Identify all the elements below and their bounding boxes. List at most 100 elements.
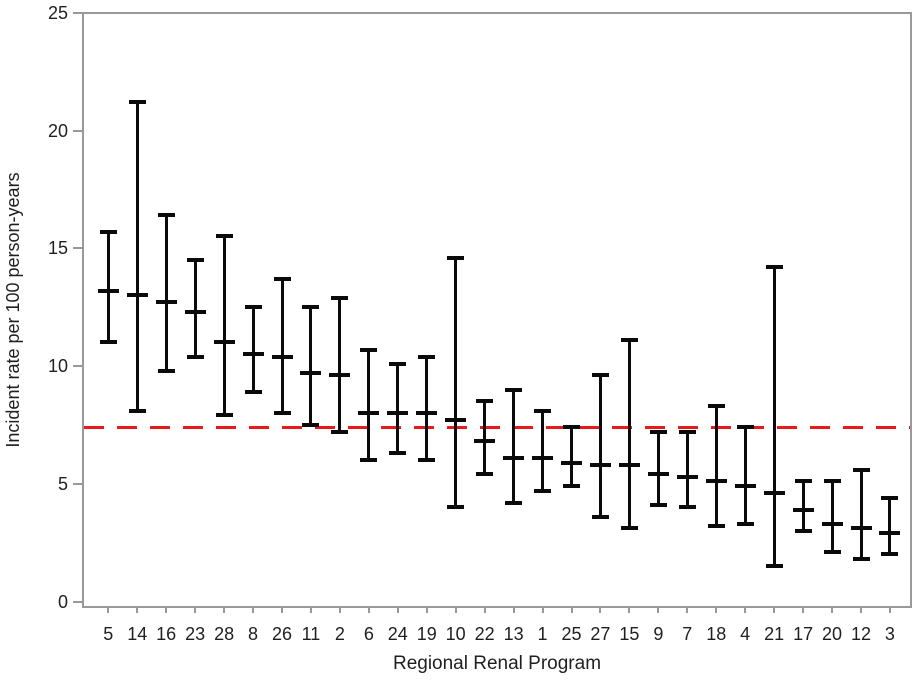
ci-lower-cap — [418, 458, 436, 463]
ci-lower-cap — [128, 408, 146, 413]
ci-lower-cap — [505, 500, 523, 505]
x-axis-tick-mark — [831, 608, 834, 613]
ci-upper-cap — [620, 338, 638, 343]
ci-whisker — [801, 481, 805, 531]
ci-upper-cap — [128, 100, 146, 105]
point-estimate-tick — [300, 371, 322, 376]
x-axis-tick-label: 4 — [740, 624, 751, 644]
ci-lower-cap — [447, 505, 465, 510]
ci-whisker — [309, 307, 313, 425]
x-axis-tick-label: 16 — [156, 624, 177, 644]
ci-lower-cap — [852, 557, 870, 562]
x-axis-tick-label: 15 — [619, 624, 640, 644]
ci-upper-cap — [331, 295, 349, 300]
point-estimate-tick — [474, 439, 496, 444]
point-estimate-tick — [184, 309, 206, 314]
point-estimate-tick — [879, 531, 901, 536]
ci-whisker — [338, 297, 342, 432]
ci-upper-cap — [360, 347, 378, 352]
y-axis-tick-label: 20 — [47, 120, 68, 141]
x-axis-tick-mark — [599, 608, 602, 613]
point-estimate-tick — [503, 455, 525, 460]
ci-upper-cap — [563, 425, 580, 430]
ci-upper-cap — [823, 479, 841, 484]
point-estimate-tick — [561, 460, 582, 465]
ci-upper-cap — [852, 467, 870, 472]
ci-whisker — [512, 389, 516, 503]
ci-upper-cap — [447, 255, 465, 260]
ci-upper-cap — [244, 305, 262, 310]
x-axis-tick-mark — [512, 608, 515, 613]
x-axis-tick-mark — [570, 608, 573, 613]
ci-lower-cap — [389, 451, 407, 456]
ci-lower-cap — [649, 502, 667, 507]
x-axis-tick-label: 14 — [127, 624, 148, 644]
y-axis-tick-mark — [73, 11, 82, 14]
ci-whisker — [888, 497, 892, 555]
x-axis-tick-label: 6 — [363, 624, 374, 644]
ci-lower-cap — [620, 526, 638, 531]
x-axis-tick-label: 18 — [706, 624, 727, 644]
ci-lower-cap — [215, 413, 233, 418]
ci-whisker — [685, 431, 689, 508]
ci-upper-cap — [678, 429, 696, 434]
y-axis-tick-label: 25 — [47, 2, 68, 23]
ci-upper-cap — [707, 404, 725, 409]
x-axis-tick-mark — [888, 608, 891, 613]
x-axis-tick-mark — [107, 608, 110, 613]
x-axis-tick-mark — [425, 608, 428, 613]
ci-whisker — [164, 215, 168, 371]
point-estimate-tick — [792, 507, 814, 512]
ci-lower-cap — [707, 524, 725, 529]
ci-upper-cap — [389, 361, 407, 366]
point-estimate-tick — [358, 411, 380, 416]
ci-whisker — [396, 363, 400, 454]
ci-upper-cap — [476, 399, 494, 404]
ci-lower-cap — [881, 552, 899, 557]
point-estimate-tick — [676, 474, 698, 479]
x-axis-tick-label: 8 — [248, 624, 259, 644]
y-axis-tick-mark — [73, 482, 82, 485]
ci-lower-cap — [244, 389, 262, 394]
x-axis-tick-label: 11 — [301, 624, 321, 644]
ci-lower-cap — [591, 514, 609, 519]
point-estimate-tick — [329, 373, 351, 378]
point-estimate-tick — [589, 462, 611, 467]
x-axis-title: Regional Renal Program — [392, 653, 602, 674]
ci-lower-cap — [563, 484, 580, 489]
ci-whisker — [627, 340, 631, 529]
ci-lower-cap — [360, 458, 378, 463]
x-axis-tick-mark — [744, 608, 747, 613]
y-axis-tick-mark — [73, 600, 82, 603]
ci-lower-cap — [331, 429, 349, 434]
x-axis-tick-mark — [860, 608, 862, 613]
x-axis-tick-label: 2 — [334, 624, 345, 644]
point-estimate-tick — [387, 411, 409, 416]
ci-lower-cap — [678, 505, 696, 510]
ci-lower-cap — [302, 422, 320, 427]
ci-upper-cap — [505, 387, 523, 392]
point-estimate-tick — [850, 526, 872, 531]
ci-upper-cap — [186, 258, 204, 263]
x-axis-tick-label: 13 — [503, 624, 524, 644]
ci-whisker — [193, 260, 197, 357]
ci-whisker — [367, 349, 371, 461]
x-axis-tick-mark — [165, 608, 168, 613]
ci-upper-cap — [302, 305, 320, 310]
ci-upper-cap — [215, 234, 233, 239]
ci-upper-cap — [881, 495, 899, 500]
y-axis-tick-mark — [73, 129, 82, 132]
ci-lower-cap — [273, 411, 291, 416]
point-estimate-tick — [271, 354, 293, 359]
ci-whisker — [830, 481, 834, 553]
ci-whisker — [135, 102, 139, 411]
ci-upper-cap — [99, 229, 117, 234]
x-axis-tick-mark — [223, 608, 226, 613]
x-axis-tick-label: 27 — [590, 624, 611, 644]
x-axis-tick-label: 3 — [884, 624, 895, 644]
ci-lower-cap — [157, 368, 175, 373]
ci-lower-cap — [99, 340, 117, 345]
ci-whisker — [483, 401, 487, 475]
ci-whisker — [656, 431, 660, 505]
x-axis-tick-label: 21 — [764, 624, 785, 644]
